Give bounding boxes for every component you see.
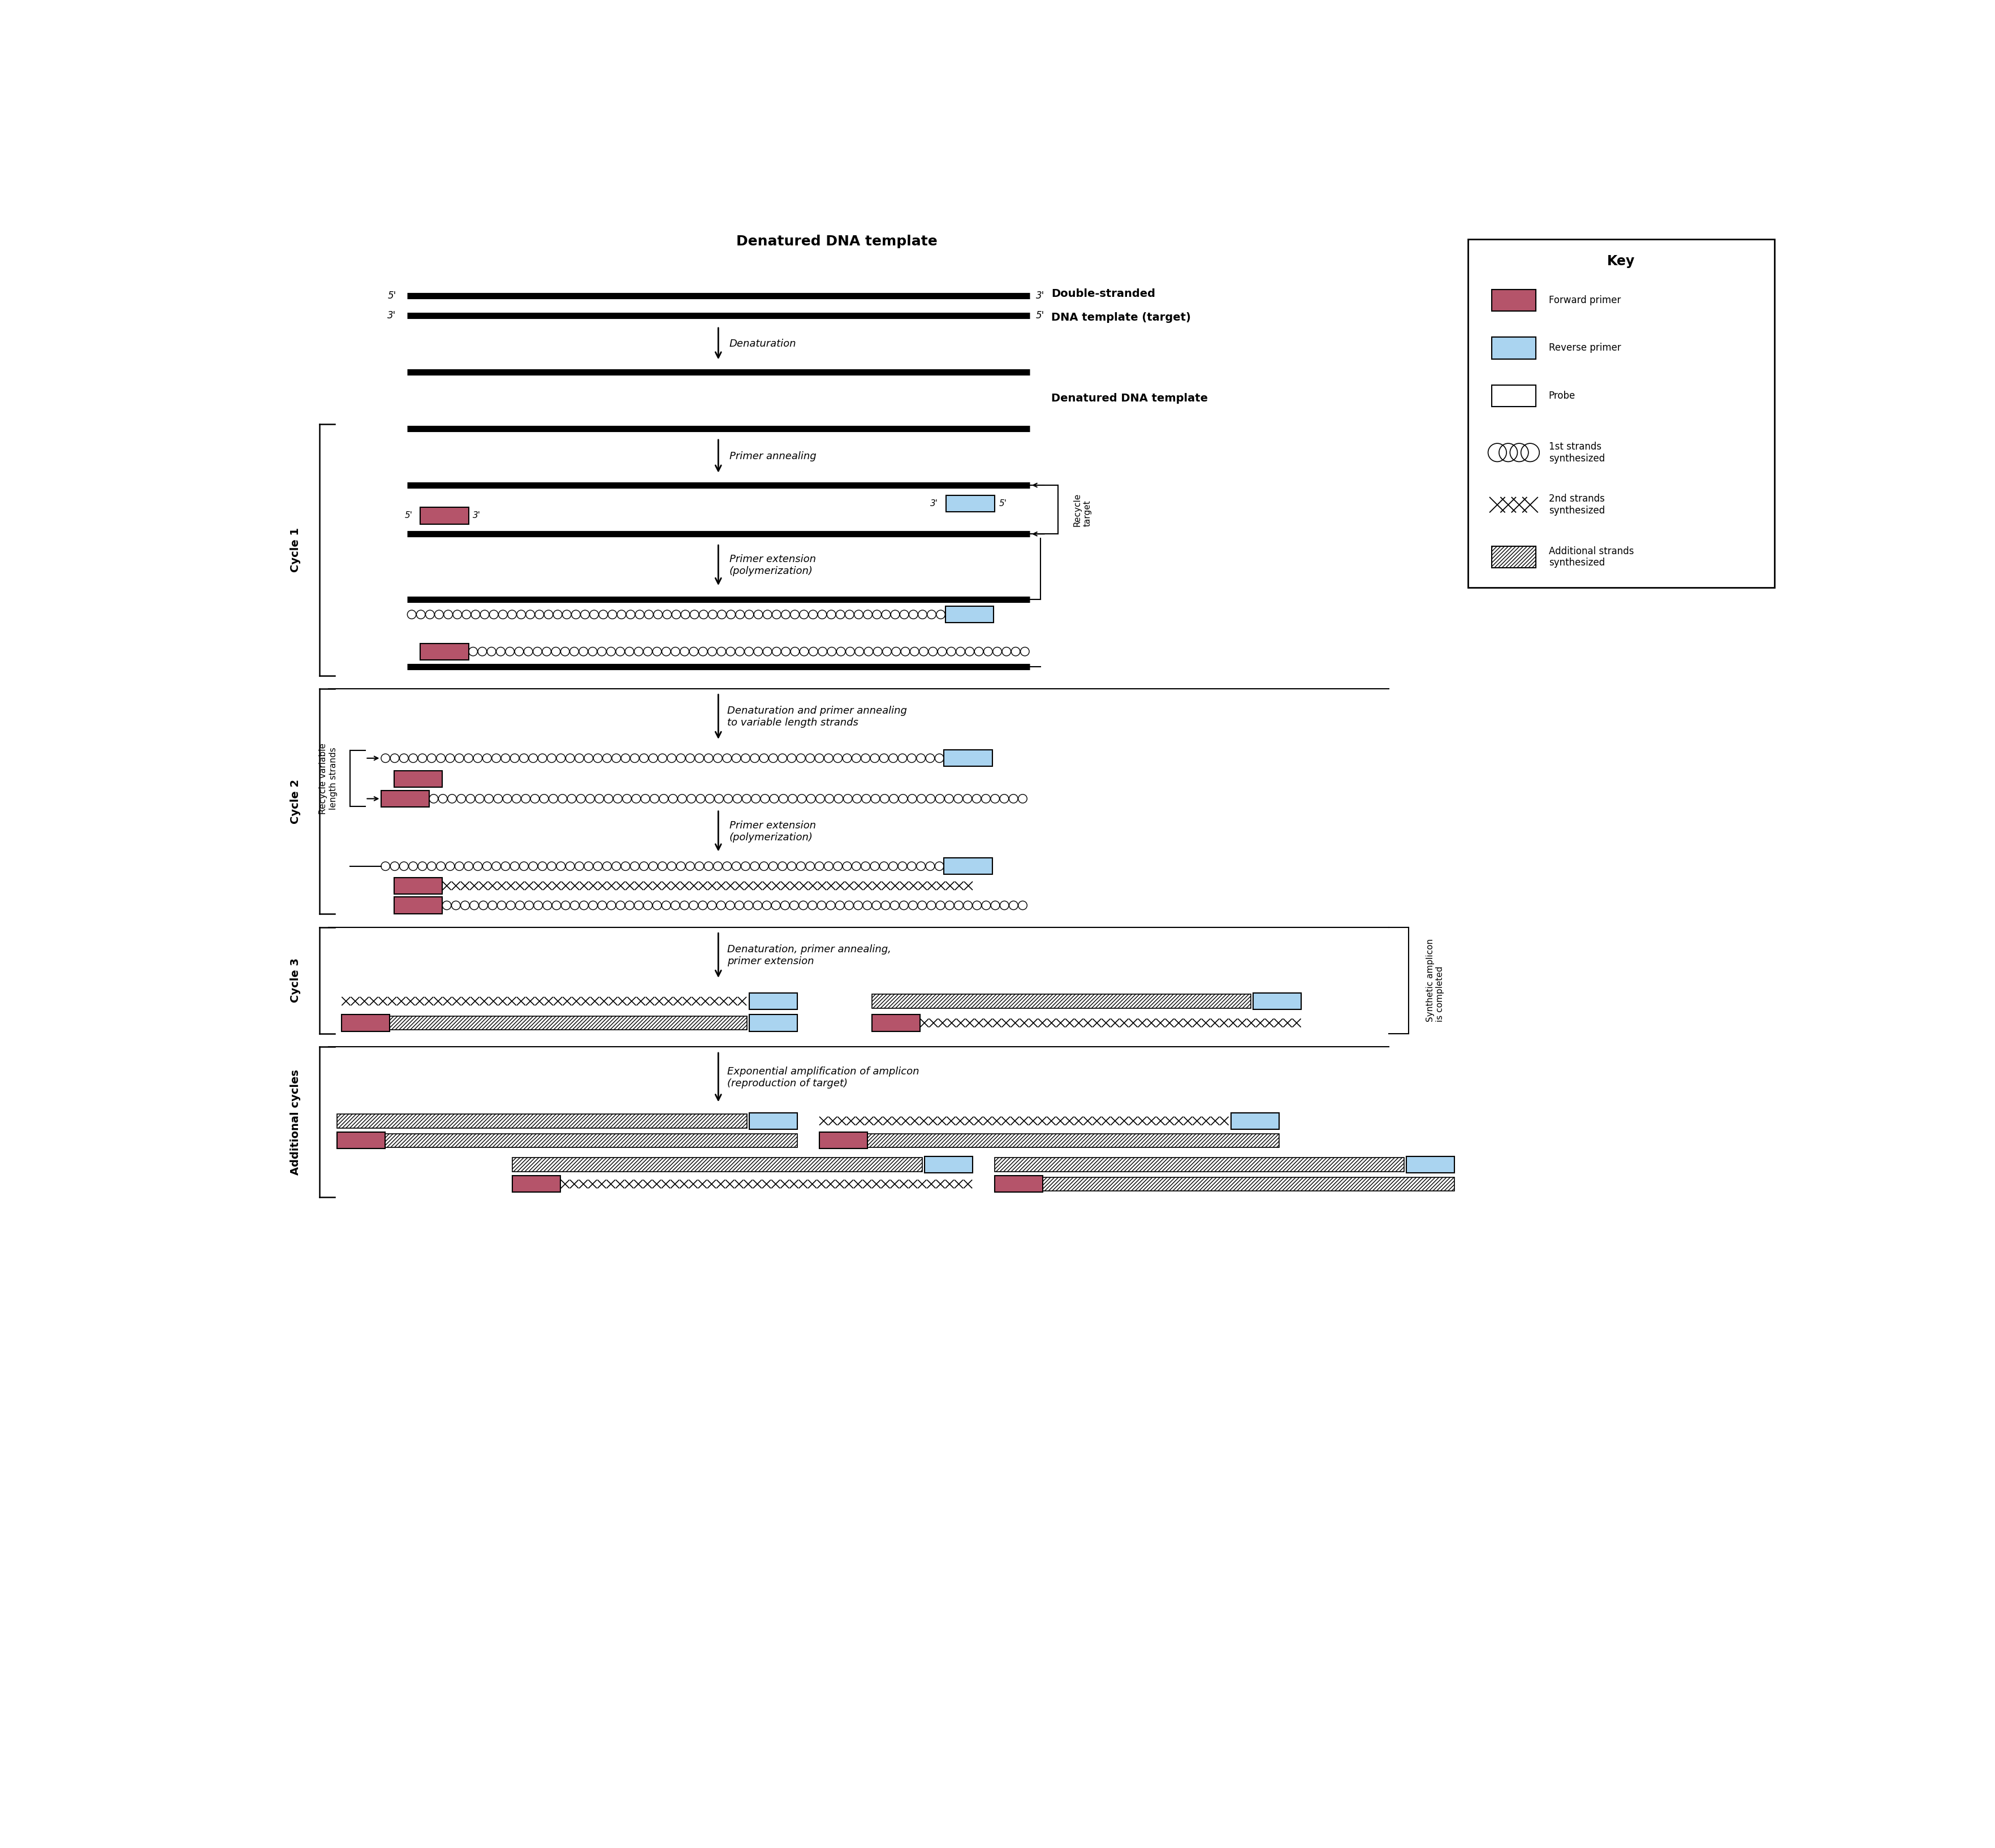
Text: Probe: Probe	[1548, 390, 1576, 401]
Text: 3': 3'	[473, 512, 481, 519]
Bar	[1492, 336, 1536, 359]
Bar	[1492, 290, 1536, 310]
Text: Primer annealing: Primer annealing	[730, 451, 816, 462]
Bar	[421, 508, 469, 525]
Text: Denaturation: Denaturation	[730, 338, 796, 349]
Bar	[1043, 1177, 1454, 1190]
Text: Cycle 2: Cycle 2	[289, 780, 301, 824]
Text: Denaturation and primer annealing
to variable length strands: Denaturation and primer annealing to var…	[726, 706, 908, 728]
Bar	[946, 495, 994, 512]
Bar	[944, 857, 992, 874]
Text: 5': 5'	[387, 290, 397, 301]
Bar	[341, 1015, 389, 1031]
Text: Cycle 1: Cycle 1	[289, 527, 301, 573]
Bar	[337, 1114, 746, 1127]
Text: Primer extension
(polymerization): Primer extension (polymerization)	[730, 821, 816, 843]
Bar	[994, 1157, 1404, 1172]
Bar	[924, 1157, 972, 1173]
Text: Cycle 3: Cycle 3	[289, 957, 301, 1003]
Bar	[872, 1015, 920, 1031]
Text: Double-stranded: Double-stranded	[1051, 288, 1155, 299]
Bar	[820, 1133, 868, 1149]
Bar	[1492, 384, 1536, 407]
Bar	[421, 643, 469, 660]
Text: Additional strands
synthesized: Additional strands synthesized	[1548, 545, 1634, 567]
Text: 3': 3'	[1035, 290, 1045, 301]
Text: Denatured DNA template: Denatured DNA template	[1051, 394, 1209, 403]
Bar	[1492, 547, 1536, 567]
Bar	[393, 896, 443, 913]
Bar	[513, 1157, 922, 1172]
Bar	[337, 1133, 385, 1149]
Text: 3': 3'	[930, 499, 938, 508]
Bar	[393, 771, 443, 787]
Text: Primer extension
(polymerization): Primer extension (polymerization)	[730, 554, 816, 577]
Bar	[748, 1015, 798, 1031]
Text: Recycle variable
length strands: Recycle variable length strands	[319, 743, 337, 815]
Text: Key: Key	[1608, 255, 1636, 268]
Text: 3': 3'	[387, 310, 397, 320]
Bar	[946, 606, 994, 623]
Text: 1st strands
synthesized: 1st strands synthesized	[1548, 442, 1604, 464]
Bar	[381, 791, 429, 808]
Bar	[1231, 1112, 1279, 1129]
Bar	[748, 1112, 798, 1129]
Text: Additional cycles: Additional cycles	[289, 1070, 301, 1175]
Text: 5': 5'	[1035, 310, 1045, 320]
Bar	[868, 1133, 1279, 1148]
Text: Denaturation, primer annealing,
primer extension: Denaturation, primer annealing, primer e…	[726, 944, 892, 967]
Text: Recycle
target: Recycle target	[1073, 493, 1091, 527]
Bar	[872, 994, 1251, 1009]
Bar	[393, 878, 443, 894]
Text: Synthetic amplicon
is completed: Synthetic amplicon is completed	[1426, 939, 1444, 1022]
Text: 5': 5'	[999, 499, 1007, 508]
Text: 5': 5'	[405, 512, 413, 519]
Text: Forward primer: Forward primer	[1548, 296, 1620, 305]
Bar	[944, 750, 992, 767]
Bar	[1406, 1157, 1454, 1173]
Text: Exponential amplification of amplicon
(reproduction of target): Exponential amplification of amplicon (r…	[726, 1066, 920, 1088]
Bar	[389, 1016, 746, 1029]
Text: DNA template (target): DNA template (target)	[1051, 312, 1191, 323]
Bar	[513, 1175, 561, 1192]
Bar	[748, 992, 798, 1009]
Text: 2nd strands
synthesized: 2nd strands synthesized	[1548, 493, 1604, 516]
Bar	[1468, 238, 1774, 588]
Bar	[994, 1175, 1043, 1192]
Text: Reverse primer: Reverse primer	[1548, 344, 1622, 353]
Bar	[385, 1133, 798, 1148]
Bar	[1253, 992, 1301, 1009]
Text: Denatured DNA template: Denatured DNA template	[736, 235, 938, 248]
